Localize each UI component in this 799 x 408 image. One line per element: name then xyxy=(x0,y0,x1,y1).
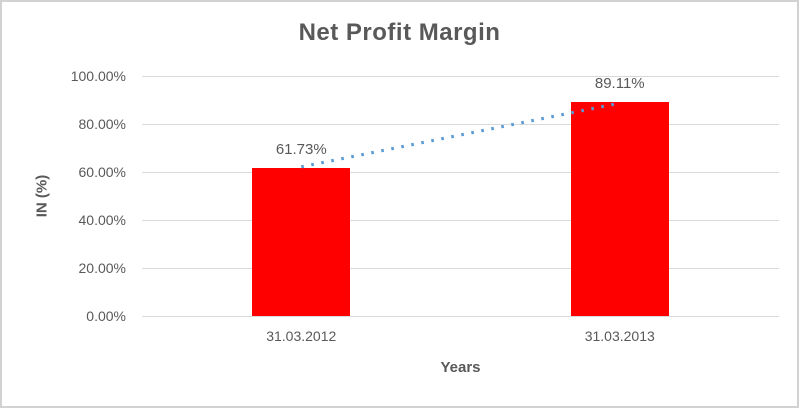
bar xyxy=(252,167,351,316)
x-axis-title: Years xyxy=(440,359,481,376)
gridline xyxy=(142,315,779,317)
gridline xyxy=(142,123,779,125)
gridline xyxy=(142,171,779,173)
gridline xyxy=(142,75,779,77)
y-tick-label: 0.00% xyxy=(86,308,126,324)
y-tick-label: 40.00% xyxy=(78,212,126,228)
y-tick-label: 100.00% xyxy=(70,68,126,84)
gridline xyxy=(142,267,779,269)
x-tick-label: 31.03.2012 xyxy=(266,328,337,344)
y-tick-label: 20.00% xyxy=(78,260,126,276)
x-tick-label: 31.03.2013 xyxy=(584,328,655,344)
y-tick-label: 60.00% xyxy=(78,164,126,180)
y-tick-label: 80.00% xyxy=(78,116,126,132)
chart-title: Net Profit Margin xyxy=(298,19,501,46)
gridline xyxy=(142,219,779,221)
bar-value-label: 89.11% xyxy=(594,75,645,93)
bar-value-label: 61.73% xyxy=(275,140,327,158)
y-axis-title: IN (%) xyxy=(33,174,51,218)
plot-area: 61.73% 89.11% xyxy=(142,75,779,317)
bar xyxy=(570,102,669,316)
